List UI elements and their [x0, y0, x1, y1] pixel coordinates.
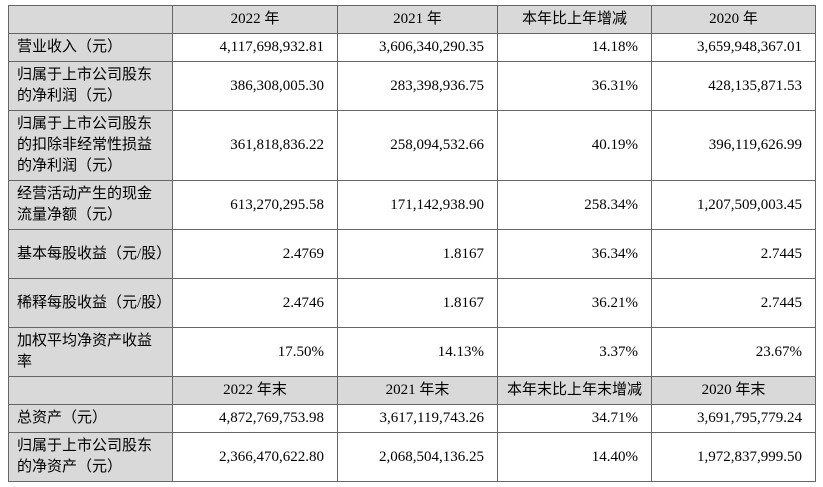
value-cell: 3,606,340,290.35 — [337, 33, 498, 62]
value-cell: 36.31% — [497, 61, 652, 111]
value-cell: 36.21% — [497, 278, 652, 328]
value-cell: 2.4769 — [172, 229, 338, 279]
value-cell: 3,659,948,367.01 — [651, 33, 816, 62]
table-row: 营业收入（元） 4,117,698,932.81 3,606,340,290.35 1… — [8, 33, 816, 62]
year-header-row: 2022 年 2021 年本年比上年增减 2020 年 — [8, 5, 816, 34]
value-cell: 14.13% — [337, 327, 498, 377]
value-cell: 14.40% — [497, 432, 652, 482]
value-cell: 1,972,837,999.50 — [651, 432, 816, 482]
value-cell: 14.18% — [497, 33, 652, 62]
row-label-cell: 加权平均净资产收益率 — [8, 327, 173, 377]
table-row: 加权平均净资产收益率 17.50% 14.13% 3.37% 23.67% — [8, 327, 816, 377]
column-header-cell: 2022 年 — [172, 5, 338, 34]
value-cell: 40.19% — [497, 110, 652, 181]
table-row: 归属于上市公司股东的扣除非经常性损益的净利润（元） 361,818,836.22 2… — [8, 110, 816, 181]
corner-cell — [8, 5, 173, 34]
row-label-cell: 营业收入（元） — [8, 33, 173, 62]
table-row: 归属于上市公司股东的净资产（元） 2,366,470,622.80 2,068,50… — [8, 432, 816, 482]
value-cell: 2,366,470,622.80 — [172, 432, 338, 482]
corner-cell — [8, 376, 173, 405]
value-cell: 36.34% — [497, 229, 652, 279]
column-header-cell: 本年比上年增减 — [497, 5, 652, 34]
value-cell: 396,119,626.99 — [651, 110, 816, 181]
value-cell: 361,818,836.22 — [172, 110, 338, 181]
value-cell: 1.8167 — [337, 229, 498, 279]
table-row: 基本每股收益（元/股） 2.4769 1.8167 36.34% 2.7445 — [8, 229, 816, 279]
row-label-cell: 基本每股收益（元/股） — [8, 229, 173, 279]
year-end-header-row: 2022 年末 2021 年末 本年末比上年末增减 2020 年末 — [8, 376, 816, 405]
value-cell: 3,691,795,779.24 — [651, 404, 816, 433]
value-cell: 171,142,938.90 — [337, 180, 498, 230]
row-label-cell: 归属于上市公司股东的净利润（元） — [8, 61, 173, 111]
value-cell: 2.4746 — [172, 278, 338, 328]
column-header-cell: 2022 年末 — [172, 376, 338, 405]
value-cell: 613,270,295.58 — [172, 180, 338, 230]
value-cell: 23.67% — [651, 327, 816, 377]
column-header-cell: 本年末比上年末增减 — [497, 376, 652, 405]
table-row: 经营活动产生的现金流量净额（元） 613,270,295.58 171,142,93… — [8, 180, 816, 230]
value-cell: 34.71% — [497, 404, 652, 433]
financial-summary-table: 2022 年 2021 年本年比上年增减 2020 年营业收入（元） 4,117,69… — [8, 5, 816, 482]
value-cell: 3.37% — [497, 327, 652, 377]
value-cell: 1.8167 — [337, 278, 498, 328]
row-label-cell: 归属于上市公司股东的扣除非经常性损益的净利润（元） — [8, 110, 173, 181]
column-header-cell: 2021 年末 — [337, 376, 498, 405]
value-cell: 2.7445 — [651, 229, 816, 279]
value-cell: 283,398,936.75 — [337, 61, 498, 111]
row-label-cell: 归属于上市公司股东的净资产（元） — [8, 432, 173, 482]
value-cell: 3,617,119,743.26 — [337, 404, 498, 433]
row-label-cell: 经营活动产生的现金流量净额（元） — [8, 180, 173, 230]
column-header-cell: 2020 年 — [651, 5, 816, 34]
table-row: 总资产（元） 4,872,769,753.98 3,617,119,743.26 34… — [8, 404, 816, 433]
row-label-cell: 总资产（元） — [8, 404, 173, 433]
table-body: 2022 年 2021 年本年比上年增减 2020 年营业收入（元） 4,117,69… — [8, 5, 816, 482]
table-row: 归属于上市公司股东的净利润（元） 386,308,005.30 283,398,93… — [8, 61, 816, 111]
value-cell: 258,094,532.66 — [337, 110, 498, 181]
value-cell: 258.34% — [497, 180, 652, 230]
value-cell: 2.7445 — [651, 278, 816, 328]
column-header-cell: 2020 年末 — [651, 376, 816, 405]
value-cell: 2,068,504,136.25 — [337, 432, 498, 482]
value-cell: 428,135,871.53 — [651, 61, 816, 111]
value-cell: 1,207,509,003.45 — [651, 180, 816, 230]
row-label-cell: 稀释每股收益（元/股） — [8, 278, 173, 328]
value-cell: 4,117,698,932.81 — [172, 33, 338, 62]
column-header-cell: 2021 年 — [337, 5, 498, 34]
value-cell: 386,308,005.30 — [172, 61, 338, 111]
table-row: 稀释每股收益（元/股） 2.4746 1.8167 36.21% 2.7445 — [8, 278, 816, 328]
value-cell: 17.50% — [172, 327, 338, 377]
value-cell: 4,872,769,753.98 — [172, 404, 338, 433]
